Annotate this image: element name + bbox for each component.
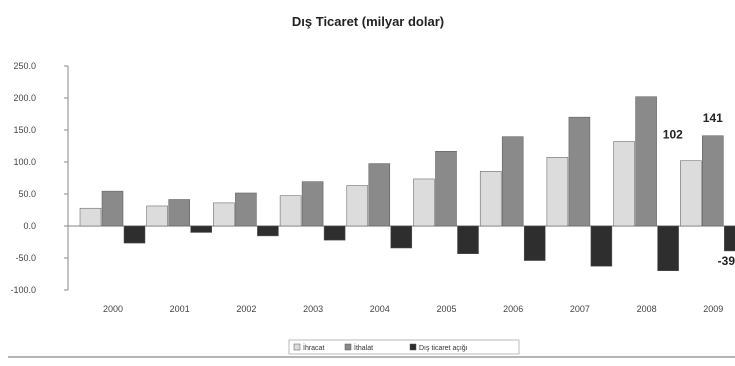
y-tick-label: 50.0 xyxy=(18,189,36,199)
bar-1-2000 xyxy=(79,207,102,227)
x-tick-label: 2007 xyxy=(570,304,590,314)
bar-3-2007 xyxy=(590,225,613,267)
bar-1-2004 xyxy=(346,185,369,227)
y-tick-label: 150.0 xyxy=(13,125,36,135)
y-tick-label: -100.0 xyxy=(10,285,36,295)
bar-2-2009 xyxy=(702,135,724,227)
x-tick-label: 2003 xyxy=(303,304,323,314)
bar-1-2009 xyxy=(680,160,702,227)
x-tick-label: 2008 xyxy=(637,304,657,314)
legend-swatch xyxy=(409,343,417,351)
bar-2-2003 xyxy=(301,181,324,227)
divider xyxy=(8,356,735,358)
chart-title: Dış Ticaret (milyar dolar) xyxy=(292,14,444,29)
x-tick-label: 2005 xyxy=(436,304,456,314)
bar-2-2002 xyxy=(235,192,257,227)
data-label: 141 xyxy=(703,111,723,125)
bar-3-2006 xyxy=(523,225,546,261)
x-tick-label: 2001 xyxy=(170,304,190,314)
bar-1-2001 xyxy=(146,205,168,227)
bar-3-2004 xyxy=(390,225,413,249)
bar-3-2002 xyxy=(257,225,279,237)
legend: İhracat İthalat Dış ticaret açığı xyxy=(288,339,520,355)
x-tick-label: 2000 xyxy=(103,304,123,314)
y-tick-label: 250.0 xyxy=(13,61,36,71)
data-label: 102 xyxy=(663,128,683,142)
bar-3-2009 xyxy=(724,225,735,252)
x-tick-label: 2004 xyxy=(370,304,390,314)
legend-label: İhracat xyxy=(303,343,324,352)
legend-label: İthalat xyxy=(354,343,373,352)
x-tick-label: 2009 xyxy=(703,304,723,314)
legend-swatch xyxy=(344,343,352,351)
legend-label: Dış ticaret açığı xyxy=(419,345,468,352)
bars xyxy=(79,96,735,271)
bar-1-2006 xyxy=(479,171,502,227)
bar-3-2008 xyxy=(657,225,679,271)
bar-2-2004 xyxy=(368,163,391,227)
data-labels: 102 141 -39 xyxy=(663,111,735,268)
bar-1-2007 xyxy=(546,157,569,227)
bar-3-2000 xyxy=(123,225,146,244)
bar-1-2008 xyxy=(613,141,635,227)
x-tick-label: 2006 xyxy=(503,304,523,314)
y-axis: 250.0 200.0 150.0 100.0 50.0 0.0 -50.0 -100.0 xyxy=(10,61,69,295)
bar-2-2007 xyxy=(568,116,591,227)
y-tick-label: 100.0 xyxy=(13,157,36,167)
bar-1-2003 xyxy=(279,195,302,227)
bar-1-2002 xyxy=(213,202,235,227)
bar-3-2005 xyxy=(457,225,479,254)
bar-2-2005 xyxy=(435,150,457,227)
bar-2-2000 xyxy=(101,190,124,227)
legend-box xyxy=(288,339,520,355)
y-tick-label: 0.0 xyxy=(23,221,36,231)
data-label: -39 xyxy=(718,254,735,268)
legend-swatch xyxy=(293,343,301,351)
bar-1-2005 xyxy=(413,178,435,227)
bar-2-2006 xyxy=(501,136,524,227)
bar-2-2001 xyxy=(168,199,190,227)
y-tick-label: -50.0 xyxy=(15,253,36,263)
bar-2-2008 xyxy=(635,96,657,227)
bar-3-2001 xyxy=(190,225,212,233)
bar-3-2003 xyxy=(323,225,346,241)
y-tick-label: 200.0 xyxy=(13,93,36,103)
x-tick-label: 2002 xyxy=(236,304,256,314)
